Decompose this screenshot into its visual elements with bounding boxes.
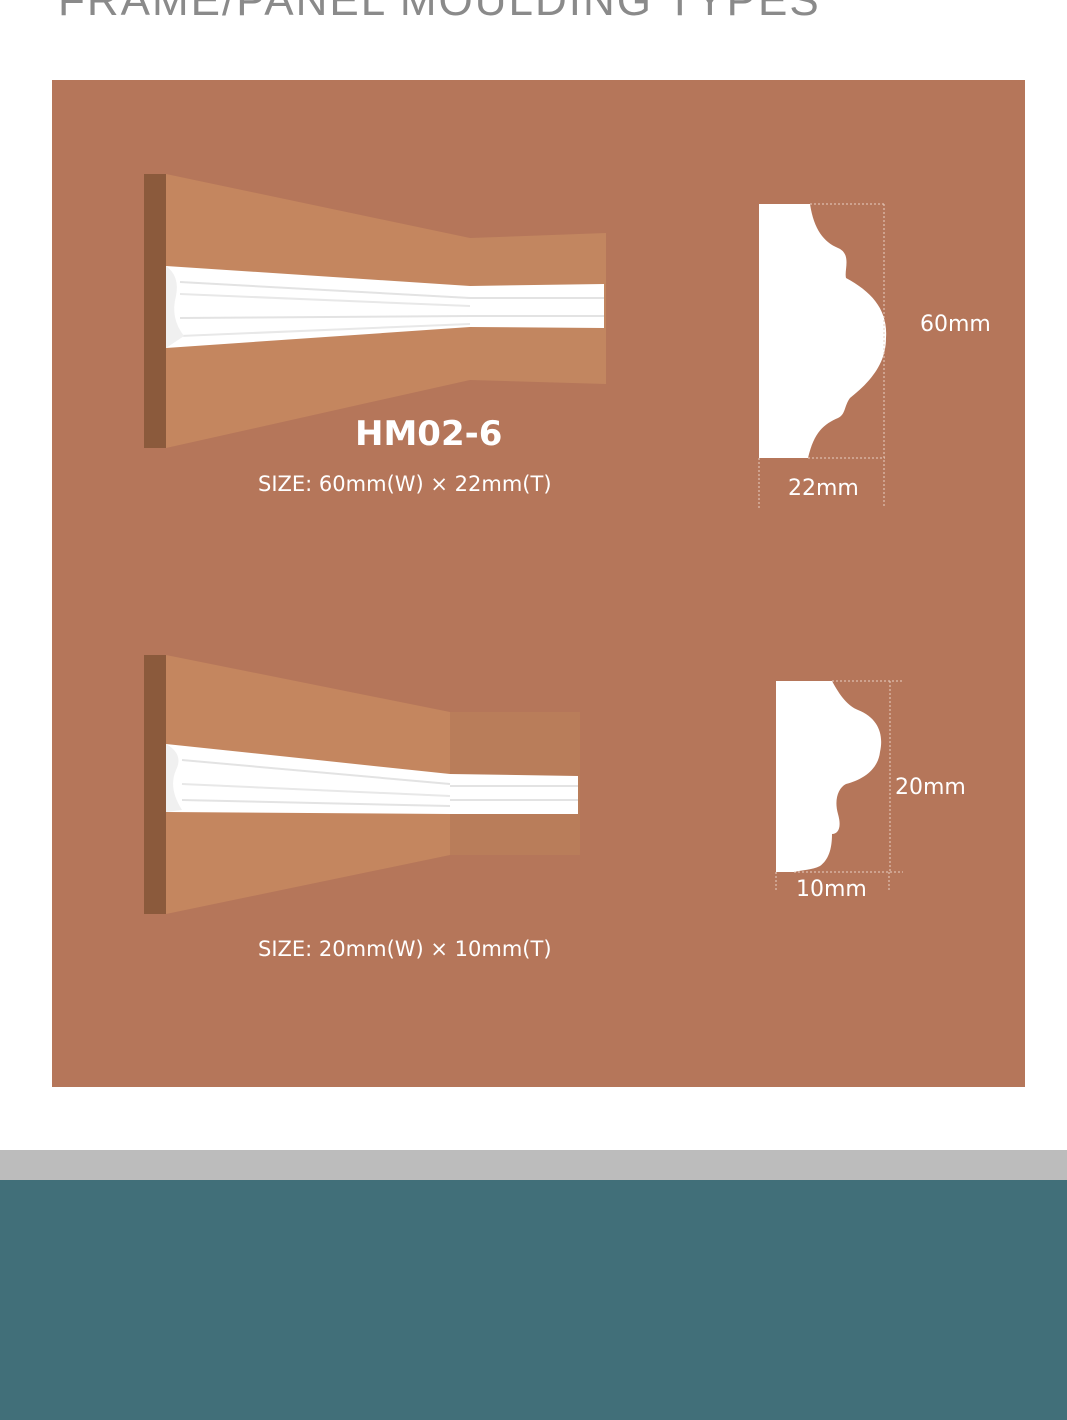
- moulding-render-2: [144, 655, 580, 914]
- section-divider: [0, 1150, 1067, 1180]
- page-title: FRAME/PANEL MOULDING TYPES: [58, 0, 821, 25]
- product-size: SIZE: 60mm(W) × 22mm(T): [258, 472, 552, 496]
- thickness-dimension: 22mm: [788, 476, 859, 501]
- product-panel: HM02-6 SIZE: 60mm(W) × 22mm(T) 60mm 22mm…: [52, 80, 1025, 1087]
- moulding-render-1: [144, 174, 606, 448]
- height-dimension: 60mm: [920, 312, 991, 337]
- profile-drawing-1: [758, 203, 887, 508]
- footer-band: [0, 1180, 1067, 1420]
- product-code: HM02-6: [355, 414, 503, 454]
- product-illustrations: [144, 174, 903, 914]
- height-dimension: 20mm: [895, 775, 966, 800]
- product-size: SIZE: 20mm(W) × 10mm(T): [258, 937, 552, 961]
- profile-drawing-2: [775, 680, 903, 892]
- thickness-dimension: 10mm: [796, 877, 867, 902]
